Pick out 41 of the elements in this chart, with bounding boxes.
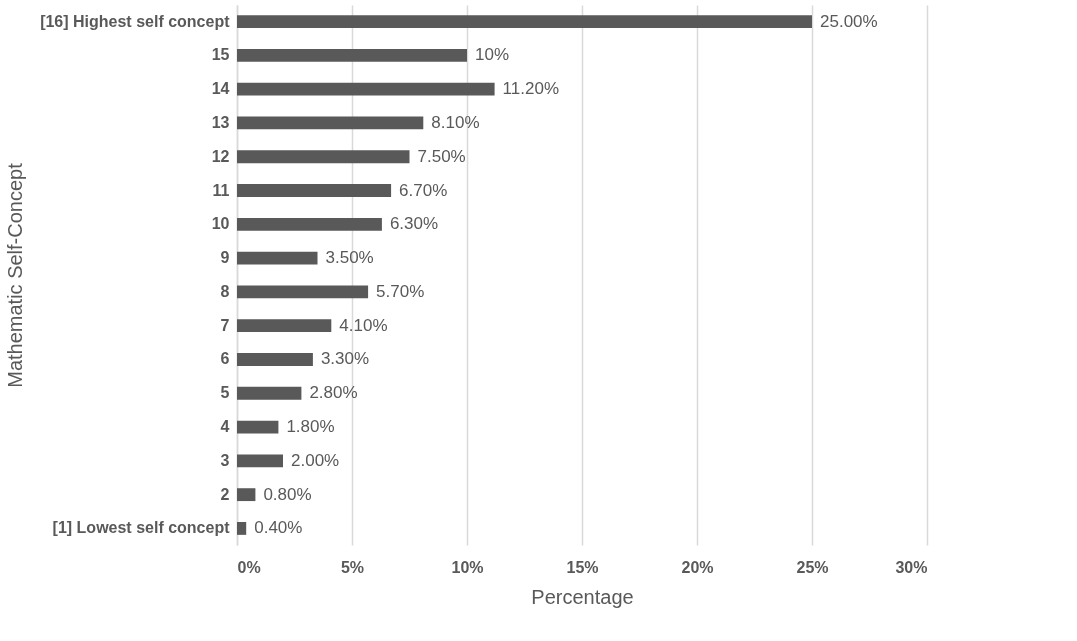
data-label: 25.00% (820, 11, 878, 31)
y-tick-label: 5 (220, 384, 230, 402)
data-label: 8.10% (431, 112, 480, 132)
x-tick-label: 30% (895, 558, 928, 576)
x-tick-label: 0% (237, 558, 261, 576)
y-tick-label: 8 (220, 282, 230, 300)
data-label: 3.30% (320, 349, 370, 369)
y-tick-label: [1] Lowest self concept (52, 519, 231, 537)
x-tick-label: 20% (681, 558, 714, 576)
data-label: 0.80% (263, 484, 312, 504)
y-axis-title: Mathematic Self-Concept (4, 162, 27, 388)
data-label: 2.80% (309, 383, 358, 403)
data-label: 7.50% (417, 146, 466, 166)
y-tick-label: 2 (220, 485, 230, 503)
data-label: 1.80% (286, 417, 335, 437)
data-label: 6.30% (389, 214, 439, 234)
y-tick-label: 7 (220, 316, 230, 334)
y-tick-label: 15 (211, 46, 230, 64)
y-tick-label: 12 (211, 147, 230, 165)
y-tick-label: 3 (220, 451, 230, 469)
y-tick-label: 10 (211, 215, 230, 233)
y-tick-label: [16] Highest self concept (40, 12, 231, 30)
data-label: 2.00% (291, 450, 340, 470)
x-tick-label: 15% (566, 558, 599, 576)
x-tick-label: 10% (451, 558, 484, 576)
data-label: 3.50% (325, 248, 374, 268)
y-tick-label: 4 (220, 418, 230, 436)
x-axis-title: Percentage (531, 585, 634, 608)
x-tick-label: 5% (340, 558, 365, 576)
y-tick-label: 13 (211, 113, 230, 131)
data-label: 0.40% (254, 518, 303, 538)
data-label: 6.70% (399, 180, 448, 200)
y-tick-label: 11 (212, 181, 230, 199)
x-tick-label: 25% (796, 558, 829, 576)
data-label: 5.70% (376, 281, 425, 301)
y-tick-label: 9 (220, 249, 230, 267)
y-tick-label: 6 (220, 350, 230, 368)
data-label: 10% (475, 45, 510, 65)
y-tick-label: 14 (211, 80, 230, 98)
data-label: 11.20% (502, 79, 560, 99)
data-label: 4.10% (339, 315, 388, 335)
